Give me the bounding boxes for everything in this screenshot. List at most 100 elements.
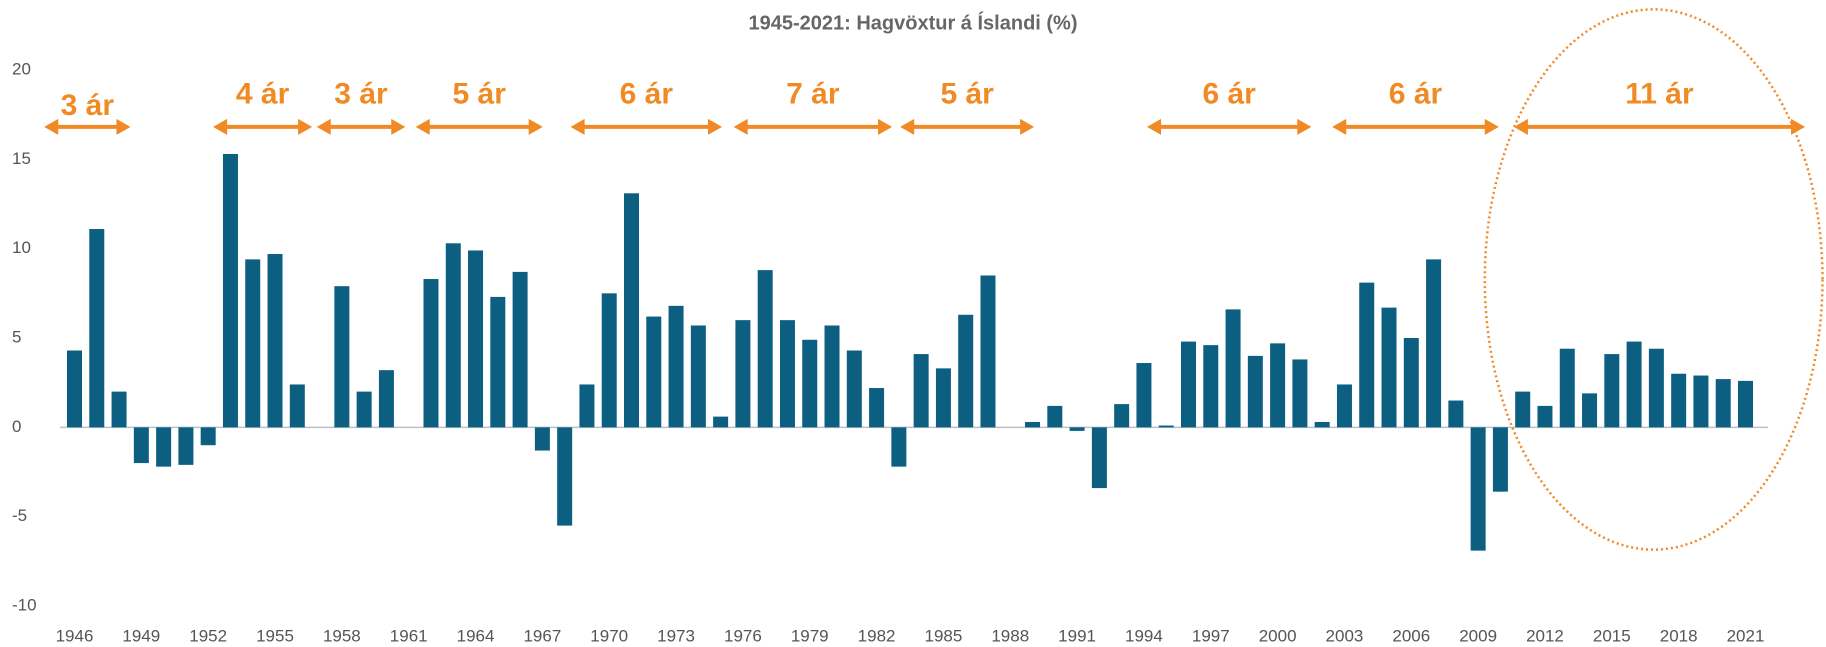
annotation-label: 5 ár xyxy=(940,77,994,110)
bar xyxy=(668,305,684,428)
x-tick-label: 1952 xyxy=(189,626,227,645)
bar xyxy=(1403,338,1419,428)
x-tick-label: 2012 xyxy=(1526,626,1564,645)
x-tick-label: 2015 xyxy=(1593,626,1631,645)
bar xyxy=(1738,380,1753,428)
y-tick-label: 20 xyxy=(12,59,31,78)
annotation-label: 11 ár xyxy=(1625,77,1694,110)
x-tick-label: 2000 xyxy=(1259,626,1297,645)
bar xyxy=(1470,427,1486,551)
arrow-head xyxy=(116,118,131,135)
bar xyxy=(802,339,818,428)
arrow-head xyxy=(1020,118,1035,135)
y-tick-label: 5 xyxy=(12,327,21,346)
annotation-label: 3 ár xyxy=(61,89,115,122)
chart-title: 1945-2021: Hagvöxtur á Íslandi (%) xyxy=(748,11,1077,34)
x-tick-label: 1946 xyxy=(56,626,94,645)
arrow-head xyxy=(528,118,543,135)
bar xyxy=(67,350,82,428)
arrow-head xyxy=(900,118,915,135)
arrow-head xyxy=(878,118,893,135)
bar xyxy=(1537,405,1553,428)
bar xyxy=(512,271,528,428)
bar xyxy=(468,250,484,428)
bar xyxy=(935,368,951,428)
bar xyxy=(1091,427,1107,489)
bar xyxy=(1114,404,1130,428)
bar xyxy=(1381,307,1397,428)
arrow-head xyxy=(415,118,430,135)
annotation-label: 5 ár xyxy=(453,77,507,110)
bar xyxy=(846,350,862,428)
x-tick-label: 1988 xyxy=(991,626,1029,645)
bar xyxy=(111,391,127,428)
bar xyxy=(445,243,461,428)
arrow-head xyxy=(44,118,59,135)
bar xyxy=(579,384,595,428)
bar xyxy=(1448,400,1464,428)
bar xyxy=(1671,373,1687,428)
bar xyxy=(245,259,261,428)
bar xyxy=(334,286,350,428)
bar xyxy=(1203,345,1219,428)
bar xyxy=(156,427,172,467)
x-tick-label: 1979 xyxy=(791,626,829,645)
bar xyxy=(980,275,996,428)
y-tick-label: 15 xyxy=(12,149,31,168)
annotation-label: 3 ár xyxy=(334,77,388,110)
x-tick-label: 2003 xyxy=(1326,626,1364,645)
x-tick-label: 1967 xyxy=(523,626,561,645)
annotation-label: 4 ár xyxy=(236,77,290,110)
highlight-ellipse xyxy=(1483,8,1824,551)
x-tick-label: 1955 xyxy=(256,626,294,645)
bar xyxy=(534,427,550,451)
bar xyxy=(779,320,795,428)
arrow-head xyxy=(213,118,228,135)
bar xyxy=(1604,354,1620,428)
bar xyxy=(1626,341,1642,428)
bar xyxy=(289,384,305,428)
annotation-label: 6 ár xyxy=(620,77,674,110)
x-tick-label: 1991 xyxy=(1058,626,1096,645)
bar xyxy=(824,325,840,428)
bar xyxy=(1181,341,1196,428)
x-tick-label: 2009 xyxy=(1459,626,1497,645)
bar xyxy=(1582,393,1598,428)
x-tick-label: 2006 xyxy=(1392,626,1430,645)
x-tick-label: 2018 xyxy=(1660,626,1698,645)
annotation-label: 7 ár xyxy=(786,77,840,110)
bar xyxy=(713,416,729,428)
arrow-head xyxy=(298,118,313,135)
bar xyxy=(133,427,149,464)
bar xyxy=(1693,375,1709,428)
bar xyxy=(200,427,216,446)
bar xyxy=(1270,343,1286,428)
bar xyxy=(267,254,283,428)
bar xyxy=(222,153,238,428)
bar xyxy=(1492,427,1508,492)
arrow-head xyxy=(1484,118,1499,135)
bar xyxy=(1069,427,1085,431)
bar xyxy=(1559,348,1575,428)
bar xyxy=(378,370,394,428)
bar xyxy=(958,314,974,428)
arrow-head xyxy=(570,118,585,135)
bar xyxy=(1715,379,1731,428)
arrow-head xyxy=(1297,118,1312,135)
x-tick-label: 1994 xyxy=(1125,626,1163,645)
x-tick-label: 1997 xyxy=(1192,626,1230,645)
bar xyxy=(690,325,706,428)
bar xyxy=(869,388,885,428)
x-tick-label: 1982 xyxy=(858,626,896,645)
x-tick-label: 1985 xyxy=(925,626,963,645)
bar xyxy=(1648,348,1664,428)
bar xyxy=(178,427,194,465)
arrow-head xyxy=(316,118,331,135)
bar xyxy=(490,296,506,428)
y-tick-label: -10 xyxy=(12,595,37,614)
bar xyxy=(735,320,751,428)
x-tick-label: 1949 xyxy=(122,626,160,645)
bar xyxy=(1136,363,1152,428)
bar xyxy=(913,354,929,428)
